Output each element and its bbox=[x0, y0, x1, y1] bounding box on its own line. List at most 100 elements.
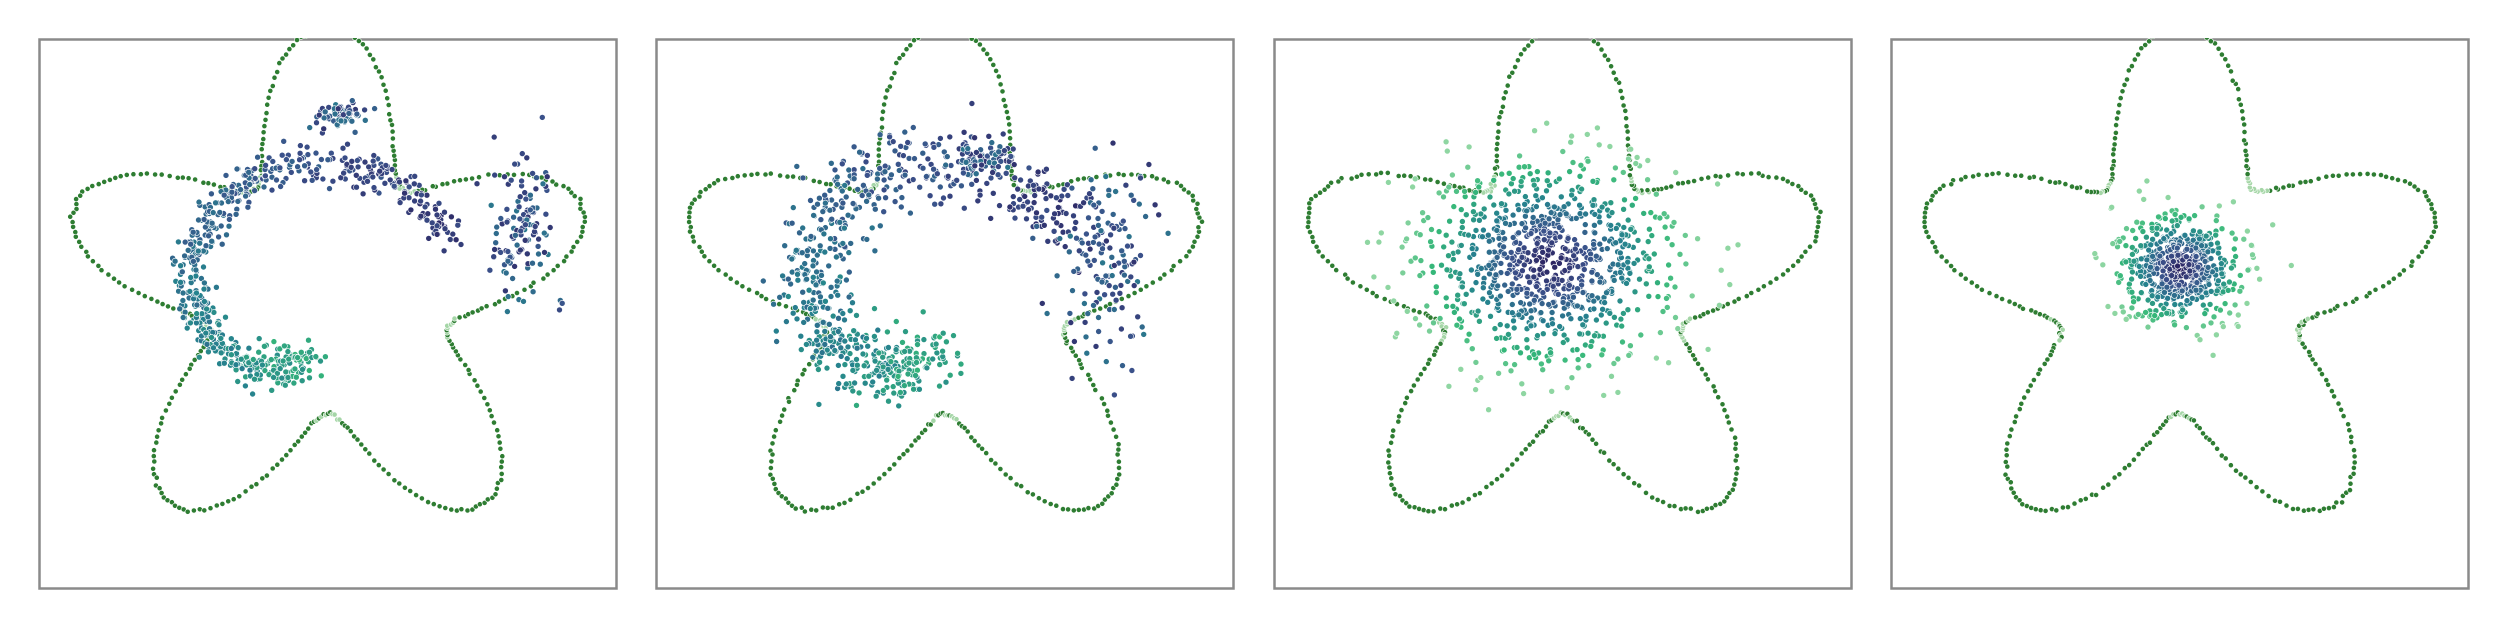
data-point bbox=[1128, 367, 1136, 374]
boundary-point bbox=[1350, 279, 1356, 286]
data-point bbox=[874, 175, 881, 183]
boundary-point bbox=[458, 506, 465, 513]
data-point bbox=[527, 191, 534, 199]
boundary-point bbox=[111, 275, 117, 282]
data-point bbox=[1109, 211, 1117, 218]
data-point bbox=[299, 366, 306, 373]
data-point bbox=[217, 349, 225, 357]
data-point bbox=[1085, 214, 1092, 222]
data-point bbox=[1672, 169, 1680, 176]
data-point bbox=[826, 245, 834, 252]
boundary-point bbox=[1076, 357, 1082, 364]
data-point bbox=[1581, 244, 1589, 251]
boundary-point bbox=[457, 356, 464, 363]
data-point bbox=[2149, 300, 2156, 307]
data-point bbox=[1582, 210, 1589, 218]
data-point bbox=[2174, 251, 2182, 259]
boundary-point bbox=[153, 439, 160, 446]
data-point bbox=[987, 174, 995, 182]
data-point bbox=[1442, 294, 1450, 302]
data-point bbox=[205, 232, 212, 240]
boundary-point bbox=[2316, 366, 2323, 373]
data-point bbox=[1449, 302, 1457, 310]
boundary-point bbox=[1107, 301, 1113, 307]
boundary-point bbox=[1525, 42, 1532, 49]
boundary-point bbox=[184, 508, 191, 515]
data-point bbox=[2135, 311, 2142, 318]
boundary-point bbox=[261, 123, 268, 129]
boundary-point bbox=[2052, 179, 2059, 186]
boundary-point bbox=[2323, 173, 2330, 180]
data-point bbox=[351, 129, 359, 136]
data-point bbox=[968, 100, 976, 107]
data-point bbox=[282, 381, 289, 389]
boundary-point bbox=[979, 445, 985, 452]
data-point bbox=[190, 258, 197, 265]
data-point bbox=[1090, 257, 1098, 264]
data-point bbox=[937, 200, 945, 208]
boundary-point bbox=[706, 258, 713, 265]
data-point bbox=[798, 249, 806, 256]
data-point bbox=[255, 335, 263, 342]
data-point bbox=[1538, 360, 1545, 368]
data-point bbox=[897, 389, 904, 396]
data-point bbox=[1540, 236, 1548, 243]
data-point bbox=[820, 279, 827, 287]
boundary-point bbox=[1329, 262, 1336, 269]
boundary-point bbox=[1686, 345, 1693, 351]
boundary-point bbox=[763, 296, 769, 302]
boundary-point bbox=[1378, 169, 1384, 176]
data-point bbox=[871, 333, 878, 340]
boundary-point bbox=[1002, 103, 1009, 109]
boundary-point bbox=[166, 400, 173, 407]
data-point bbox=[985, 133, 993, 140]
boundary-point bbox=[791, 387, 798, 394]
data-point bbox=[2209, 351, 2217, 359]
boundary-point bbox=[2299, 340, 2306, 347]
data-point bbox=[1581, 221, 1589, 228]
data-point bbox=[513, 241, 521, 249]
data-point bbox=[1468, 286, 1476, 294]
data-point bbox=[839, 199, 847, 207]
data-point bbox=[1590, 196, 1598, 203]
data-point bbox=[1618, 231, 1626, 238]
boundary-point bbox=[2004, 463, 2011, 470]
data-point bbox=[2115, 279, 2122, 286]
boundary-point bbox=[1097, 305, 1104, 312]
data-point bbox=[905, 155, 913, 162]
boundary-point bbox=[259, 475, 266, 482]
data-point bbox=[846, 307, 854, 315]
data-point bbox=[1624, 306, 1632, 314]
data-point bbox=[390, 182, 398, 190]
boundary-point bbox=[279, 55, 286, 62]
boundary-point bbox=[1958, 176, 1965, 183]
boundary-point bbox=[1325, 258, 1331, 265]
data-point bbox=[881, 162, 889, 170]
boundary-point bbox=[549, 178, 556, 185]
data-point bbox=[1570, 252, 1578, 259]
boundary-point bbox=[1692, 314, 1698, 321]
data-point bbox=[1590, 297, 1598, 305]
data-point bbox=[2196, 336, 2204, 344]
boundary-point bbox=[2300, 507, 2307, 514]
boundary-point bbox=[777, 418, 783, 425]
data-point bbox=[875, 372, 883, 380]
data-point bbox=[1610, 277, 1618, 284]
boundary-point bbox=[1448, 502, 1455, 509]
data-point bbox=[781, 242, 788, 249]
data-point bbox=[341, 154, 349, 162]
boundary-point bbox=[1795, 258, 1802, 265]
data-point bbox=[1064, 192, 1072, 199]
data-point bbox=[1040, 222, 1048, 229]
boundary-point bbox=[748, 171, 755, 178]
boundary-point bbox=[165, 303, 171, 310]
data-point bbox=[2159, 259, 2167, 266]
data-point bbox=[912, 372, 919, 379]
data-point bbox=[223, 231, 230, 239]
boundary-point bbox=[574, 238, 581, 245]
star-boundary bbox=[686, 38, 1205, 515]
data-point bbox=[2236, 287, 2244, 295]
boundary-point bbox=[1773, 174, 1780, 181]
boundary-point bbox=[1002, 471, 1009, 478]
boundary-point bbox=[116, 279, 122, 286]
